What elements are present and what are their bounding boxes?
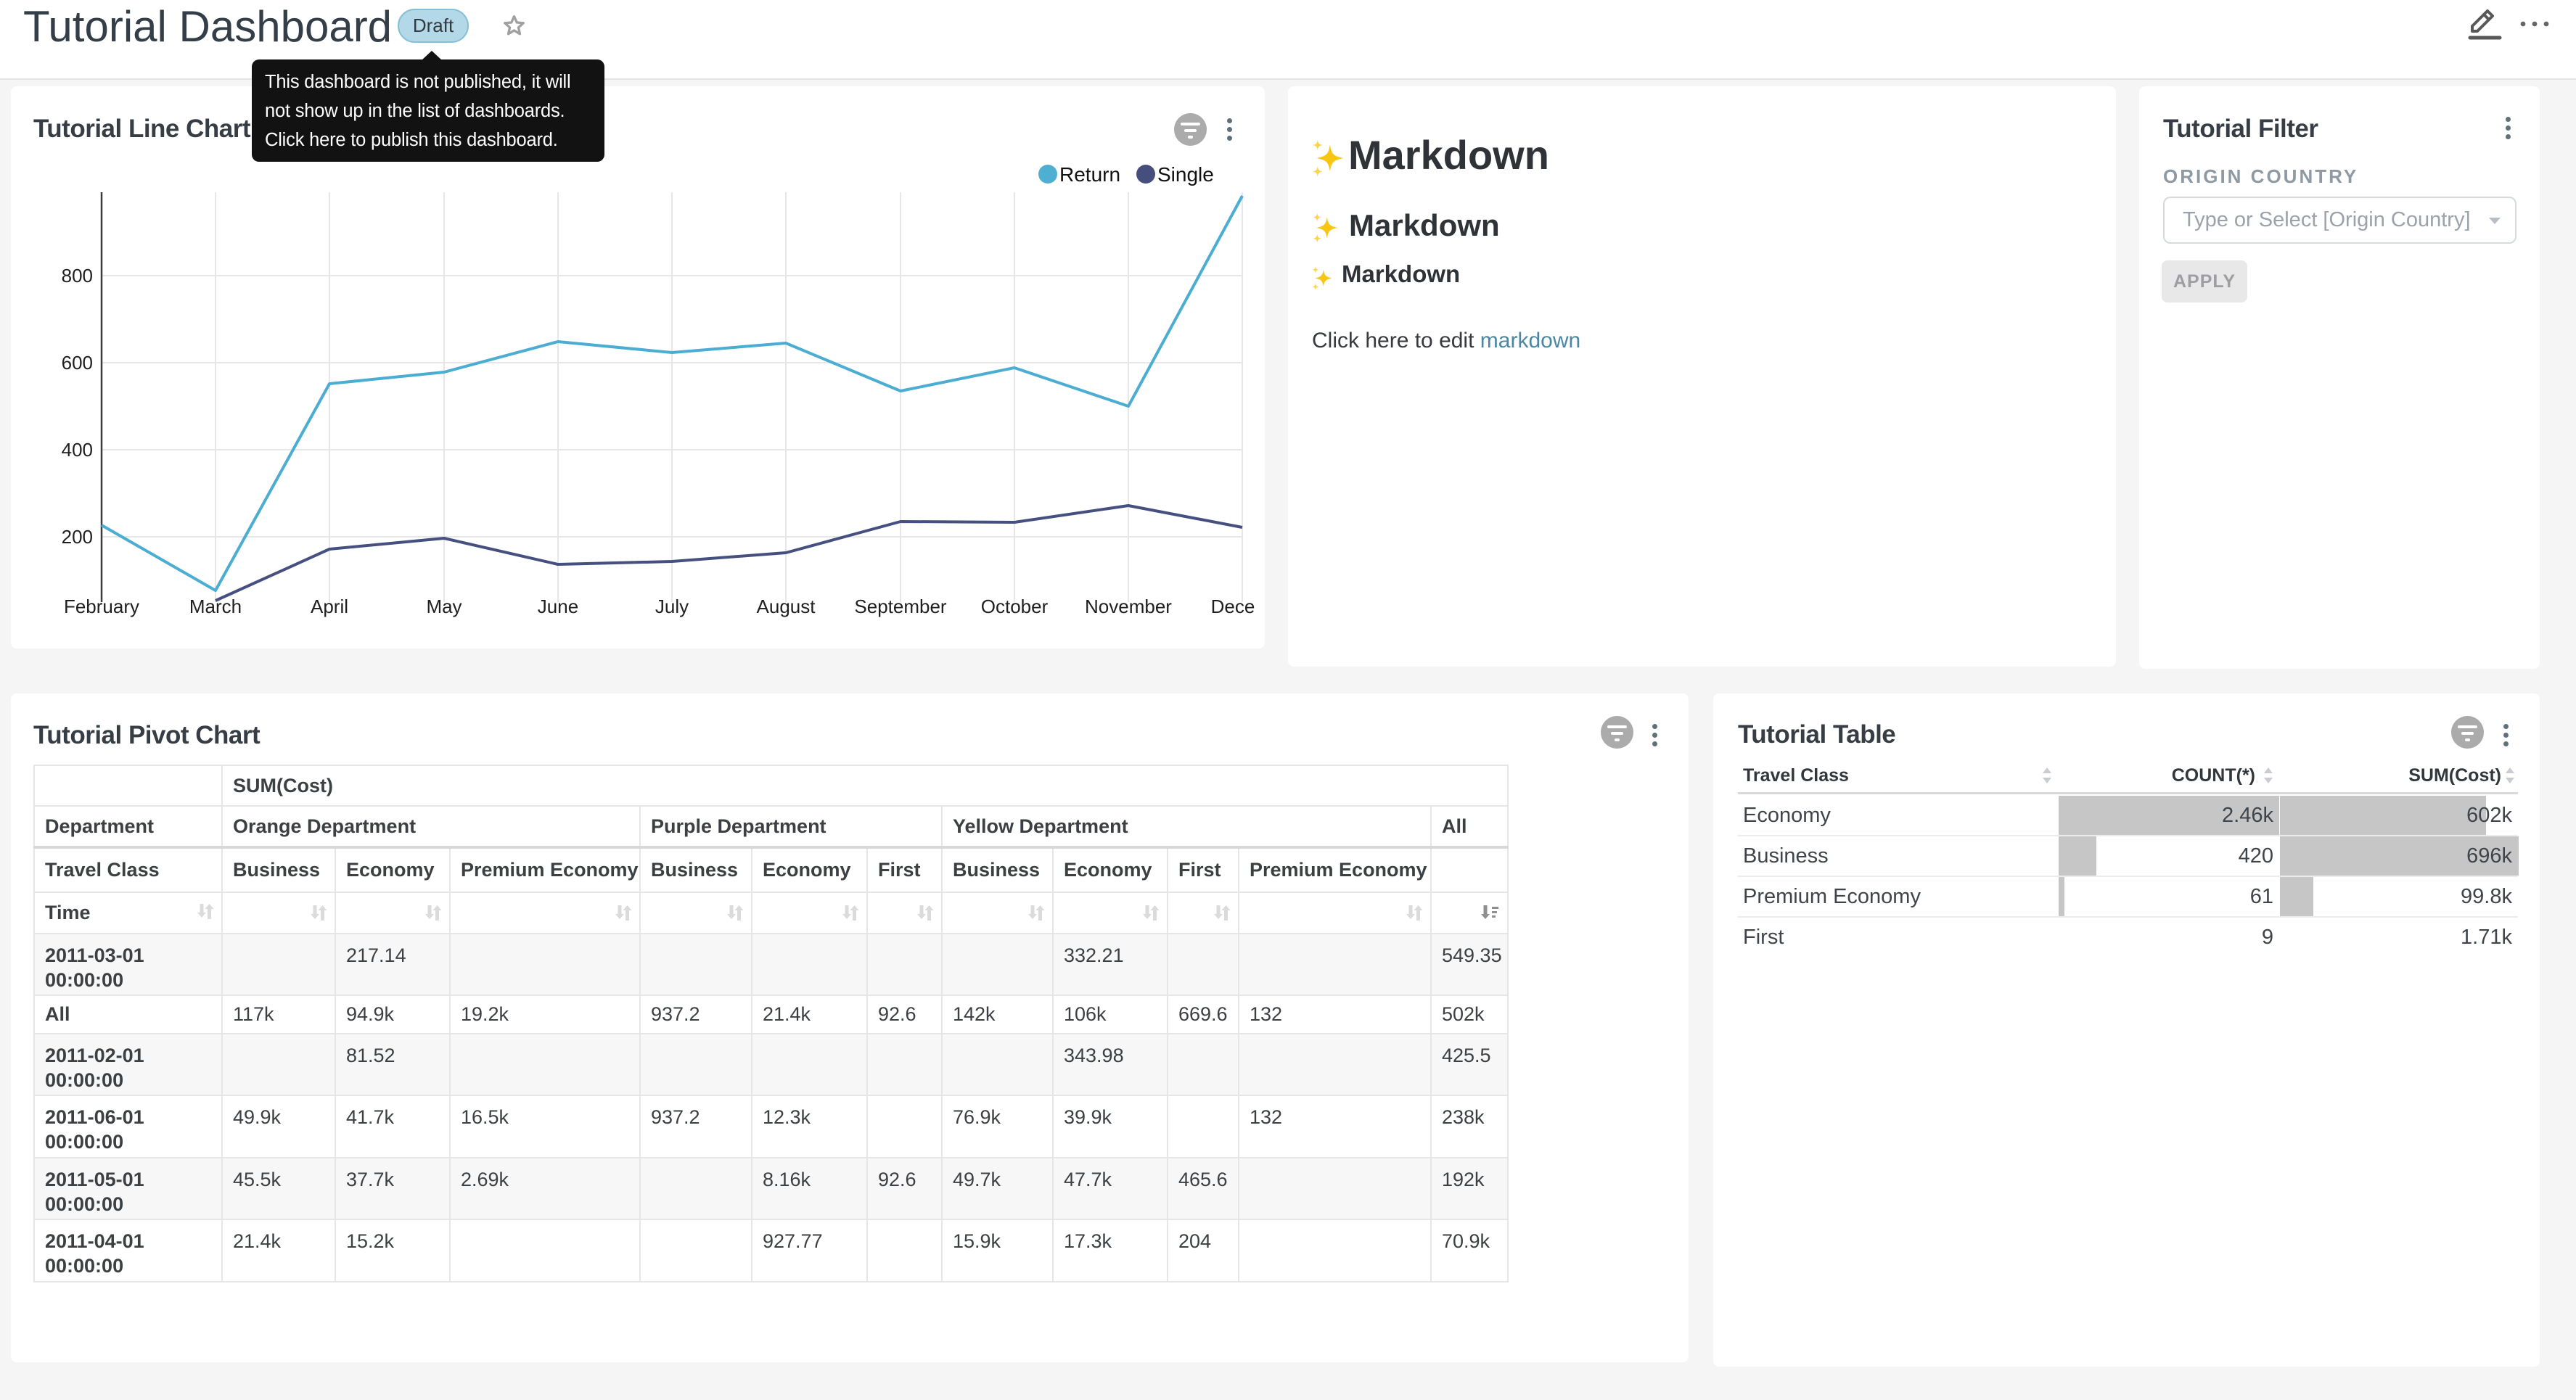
svg-text:March: March xyxy=(189,596,242,617)
svg-text:200: 200 xyxy=(62,526,93,548)
svg-text:February: February xyxy=(64,596,139,617)
svg-text:August: August xyxy=(757,596,816,617)
svg-text:July: July xyxy=(655,596,689,617)
svg-text:April: April xyxy=(311,596,348,617)
svg-text:600: 600 xyxy=(62,352,93,374)
svg-text:June: June xyxy=(538,596,578,617)
svg-text:Single: Single xyxy=(1157,163,1214,186)
svg-text:Dece: Dece xyxy=(1211,596,1255,617)
svg-text:November: November xyxy=(1085,596,1172,617)
svg-text:September: September xyxy=(854,596,947,617)
svg-text:October: October xyxy=(981,596,1049,617)
svg-text:May: May xyxy=(426,596,462,617)
svg-text:400: 400 xyxy=(62,439,93,461)
svg-text:Return: Return xyxy=(1059,163,1120,186)
svg-text:800: 800 xyxy=(62,265,93,287)
